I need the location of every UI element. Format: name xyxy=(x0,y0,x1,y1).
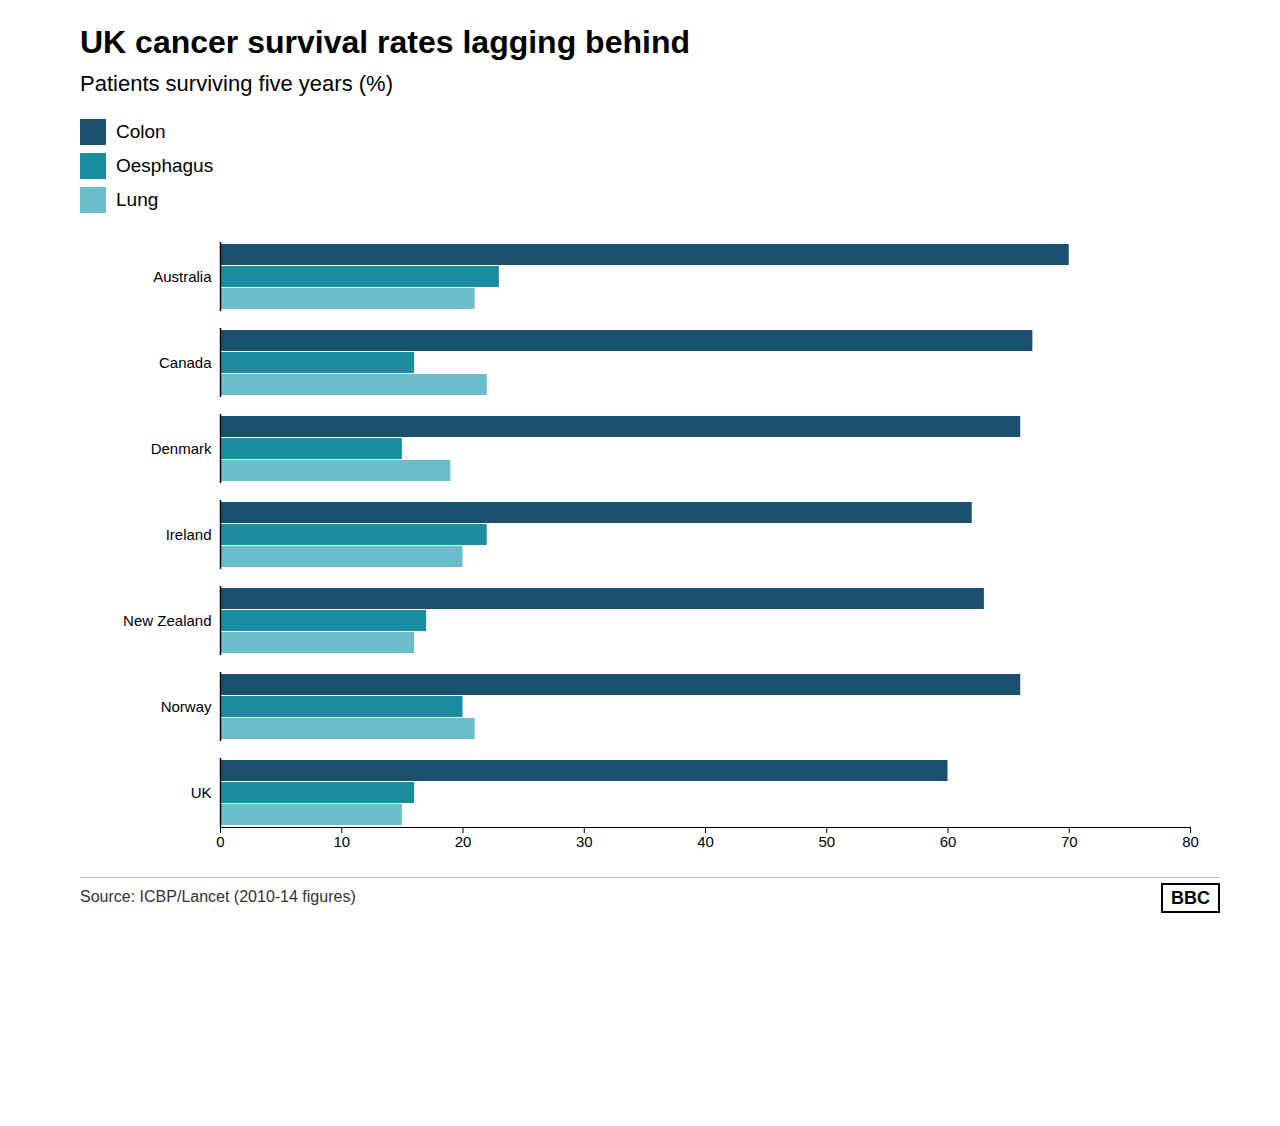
html-text:Lung: Lung xyxy=(116,189,159,210)
svg-text:Ireland: Ireland xyxy=(166,526,212,543)
svg-text:70: 70 xyxy=(1061,833,1078,850)
svg-text:Norway: Norway xyxy=(161,698,212,715)
svg-text:60: 60 xyxy=(940,833,957,850)
svg-text:New Zealand: New Zealand xyxy=(123,612,211,629)
svg-text:Canada: Canada xyxy=(159,354,212,371)
svg-text:0: 0 xyxy=(216,833,224,850)
svg-text:30: 30 xyxy=(576,833,593,850)
html-text:UK cancer survival rates laggi: UK cancer survival rates lagging behind xyxy=(80,24,690,60)
html-text:Oesphagus: Oesphagus xyxy=(116,155,214,176)
svg-text:Denmark: Denmark xyxy=(151,440,212,457)
svg-text:40: 40 xyxy=(697,833,714,850)
svg-text:Australia: Australia xyxy=(153,268,212,285)
svg-text:20: 20 xyxy=(455,833,472,850)
svg-text:10: 10 xyxy=(333,833,350,850)
svg-text:50: 50 xyxy=(818,833,835,850)
html-text:Colon: Colon xyxy=(116,121,166,142)
svg-text:80: 80 xyxy=(1182,833,1199,850)
html-text:Source: ICBP/Lancet (2010-14 f: Source: ICBP/Lancet (2010-14 figures) xyxy=(80,888,356,905)
svg-text:UK: UK xyxy=(191,784,212,801)
html-text:Patients surviving five years: Patients surviving five years (%) xyxy=(80,71,393,96)
html-text:BBC: BBC xyxy=(1171,888,1210,908)
